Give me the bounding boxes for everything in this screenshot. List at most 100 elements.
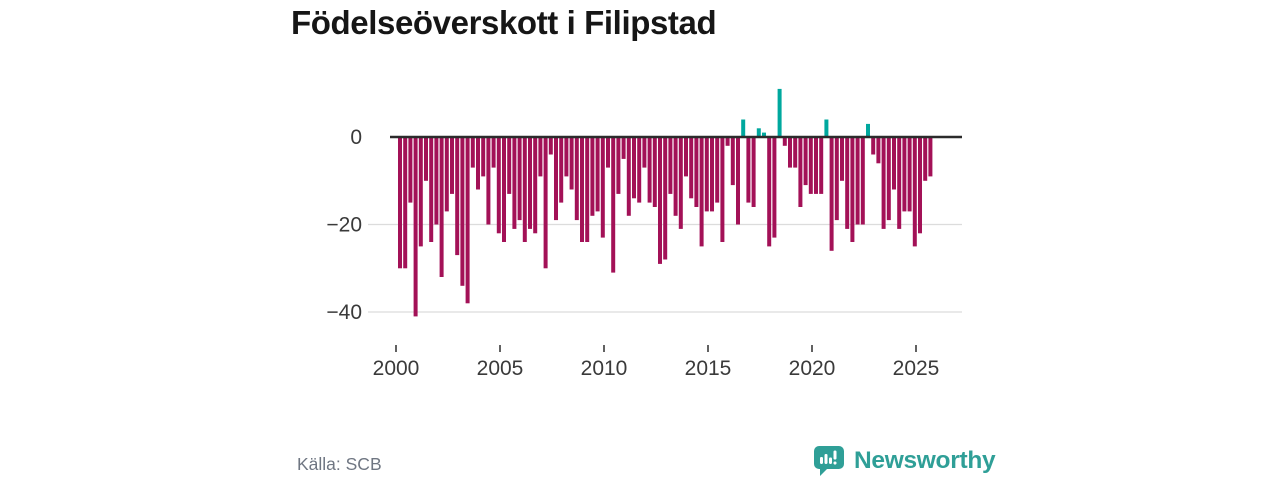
x-tick-label: 2025 <box>893 357 940 380</box>
quarter-bar <box>886 137 891 221</box>
quarter-bar <box>486 137 491 225</box>
quarter-bar <box>455 137 460 256</box>
brand-name: Newsworthy <box>854 447 996 474</box>
quarter-bar <box>424 137 428 181</box>
quarter-bar <box>855 137 860 225</box>
quarter-bar <box>668 137 673 194</box>
quarter-bar <box>522 137 527 242</box>
quarter-bar <box>616 137 621 194</box>
quarter-bar <box>543 137 548 269</box>
chart-title: Födelseöverskott i Filipstad <box>291 4 717 41</box>
quarter-bar <box>751 137 756 207</box>
quarter-bar <box>574 137 579 221</box>
quarter-bar <box>403 137 408 269</box>
brand: Newsworthy <box>812 443 996 479</box>
quarter-bar <box>538 137 543 177</box>
source-label: Källa: SCB <box>297 454 382 474</box>
quarter-bar <box>923 137 928 181</box>
quarter-bar <box>673 137 678 216</box>
quarter-bar <box>860 137 865 225</box>
quarter-bar <box>725 137 730 146</box>
logo-bar-1 <box>820 457 823 464</box>
quarter-bar <box>611 137 616 273</box>
quarter-bar <box>876 137 881 164</box>
quarter-bar <box>491 137 496 168</box>
quarter-bar <box>444 137 449 212</box>
quarter-bar <box>496 137 501 234</box>
quarter-bar <box>684 137 688 177</box>
quarter-bar <box>782 137 787 146</box>
quarter-bar <box>564 137 569 177</box>
quarter-bar <box>912 137 917 247</box>
quarter-bar <box>741 119 746 137</box>
quarter-bar <box>559 137 564 203</box>
logo-bar-3 <box>829 457 832 464</box>
quarter-bar <box>814 137 818 194</box>
quarter-bar <box>892 137 896 190</box>
quarter-bar <box>554 137 558 221</box>
quarter-bar <box>777 88 782 137</box>
y-tick-label: −20 <box>326 214 362 237</box>
quarter-bar <box>517 137 522 221</box>
quarter-bar <box>808 137 813 194</box>
quarter-bar <box>767 137 772 247</box>
quarter-bar <box>715 137 720 203</box>
quarter-bar <box>507 137 512 194</box>
quarter-bar <box>476 137 480 190</box>
quarter-bar <box>606 137 610 168</box>
quarter-bar <box>658 137 662 264</box>
quarter-bar <box>413 137 418 317</box>
y-tick-label: 0 <box>350 126 362 149</box>
quarter-bar <box>897 137 902 229</box>
quarter-bar <box>756 128 761 138</box>
quarter-bar <box>642 137 647 168</box>
quarter-bar <box>528 137 532 229</box>
quarter-bar <box>902 137 907 212</box>
quarter-bar <box>772 137 777 238</box>
logo-bar-2 <box>824 454 828 464</box>
quarter-bar <box>788 137 792 168</box>
quarter-bar <box>595 137 600 212</box>
quarter-bar <box>481 137 486 177</box>
quarter-bar <box>871 137 876 155</box>
quarter-bar <box>798 137 803 207</box>
quarter-bar <box>637 137 642 203</box>
quarter-bar <box>585 137 590 242</box>
quarter-bar <box>652 137 657 207</box>
x-tick-label: 2015 <box>685 357 732 380</box>
quarter-bar <box>647 137 652 203</box>
quarter-bar <box>704 137 709 212</box>
quarter-bar <box>439 137 444 277</box>
x-tick-label: 2010 <box>581 357 628 380</box>
quarter-bar <box>465 137 470 304</box>
quarter-bar <box>398 137 402 269</box>
quarter-bar <box>590 137 595 216</box>
quarter-bar <box>502 137 506 242</box>
quarter-bar <box>840 137 844 181</box>
newsworthy-logo-icon <box>814 446 844 476</box>
quarter-bar <box>850 137 855 242</box>
logo-exclamation-line <box>833 450 837 460</box>
quarter-bar <box>512 137 517 229</box>
quarter-bar <box>730 137 735 186</box>
quarter-bar <box>907 137 912 212</box>
x-tick-label: 2005 <box>477 357 524 380</box>
quarter-bar <box>678 137 683 229</box>
quarter-bar <box>824 119 829 137</box>
quarter-bar <box>793 137 798 168</box>
quarter-bar <box>829 137 834 251</box>
quarter-bar <box>928 137 933 177</box>
quarter-bar <box>434 137 439 225</box>
quarter-bar <box>460 137 465 286</box>
quarter-bar <box>819 137 824 194</box>
quarter-bar <box>694 137 699 207</box>
quarter-bar <box>548 137 553 155</box>
quarter-bar <box>736 137 740 225</box>
quarter-bar <box>470 137 475 168</box>
quarter-bar <box>663 137 668 260</box>
quarter-bar <box>803 137 808 186</box>
quarter-bar <box>689 137 694 199</box>
quarter-bar <box>626 137 631 216</box>
